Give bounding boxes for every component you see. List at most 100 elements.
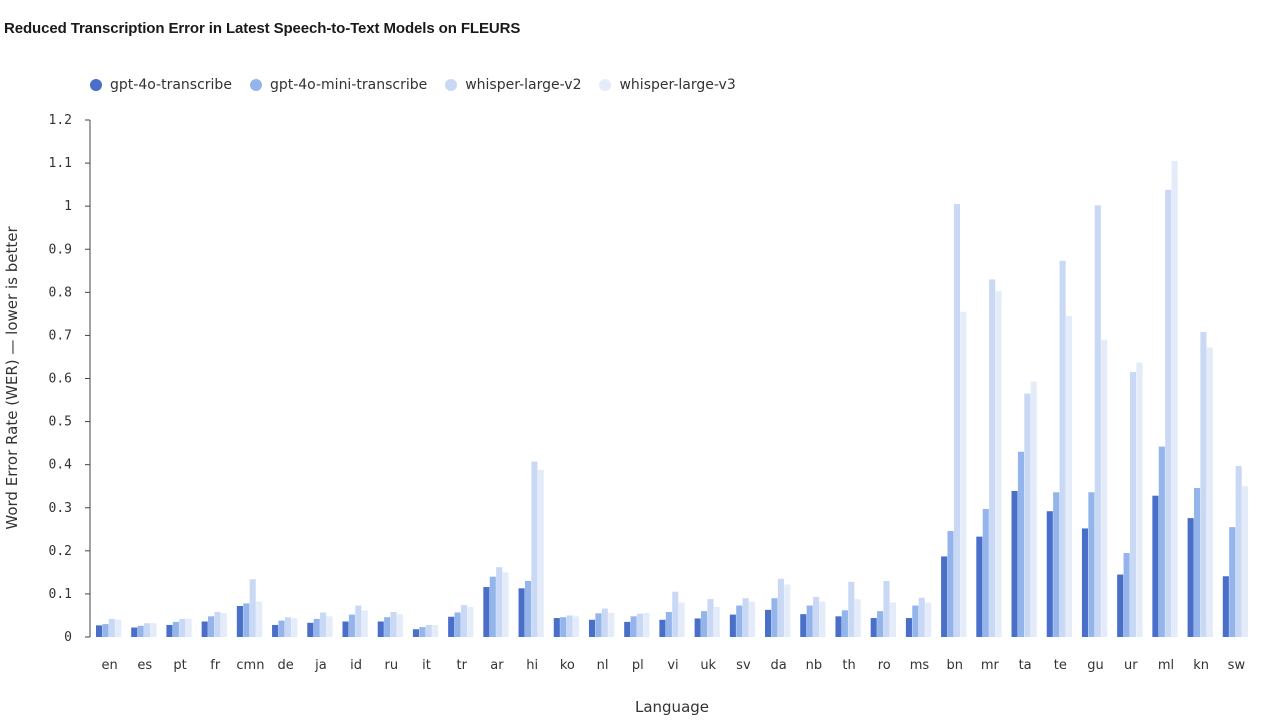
bar-tr-gpt-4o-transcribe xyxy=(448,616,455,637)
y-tick-label: 0.9 xyxy=(49,242,72,257)
bar-th-gpt-4o-mini-transcribe xyxy=(841,610,848,637)
bar-th-gpt-4o-transcribe xyxy=(835,616,842,637)
y-tick-label: 0.4 xyxy=(49,458,73,473)
bar-sv-whisper-large-v2 xyxy=(742,598,749,637)
bar-de-whisper-large-v2 xyxy=(284,617,291,637)
legend-label: gpt-4o-mini-transcribe xyxy=(269,77,428,93)
bar-uk-gpt-4o-transcribe xyxy=(694,618,701,637)
bar-ru-gpt-4o-mini-transcribe xyxy=(384,617,391,637)
x-tick-label: ro xyxy=(878,658,891,673)
bar-ms-gpt-4o-mini-transcribe xyxy=(912,605,919,637)
bar-es-whisper-large-v3 xyxy=(150,623,157,637)
y-tick-label: 1.2 xyxy=(49,113,72,128)
bar-tr-whisper-large-v3 xyxy=(467,606,474,637)
x-axis-label: Language xyxy=(635,698,709,716)
bar-bn-gpt-4o-mini-transcribe xyxy=(947,531,954,637)
bar-ar-gpt-4o-transcribe xyxy=(483,587,490,637)
bar-cmn-whisper-large-v3 xyxy=(256,601,263,637)
bar-it-gpt-4o-transcribe xyxy=(412,629,420,637)
x-tick-label: ur xyxy=(1124,658,1138,673)
bar-pt-gpt-4o-mini-transcribe xyxy=(172,621,179,637)
y-tick-label: 0.8 xyxy=(49,285,72,300)
x-tick-label: hi xyxy=(526,658,538,673)
bar-ta-gpt-4o-mini-transcribe xyxy=(1017,451,1025,637)
bar-cmn-gpt-4o-mini-transcribe xyxy=(243,603,250,637)
bar-pt-whisper-large-v3 xyxy=(185,618,192,637)
x-tick-label: es xyxy=(137,658,152,673)
bar-ru-whisper-large-v3 xyxy=(396,614,403,637)
bar-hi-gpt-4o-transcribe xyxy=(518,588,525,637)
x-tick-label: pl xyxy=(632,658,644,673)
x-tick-label: en xyxy=(101,658,117,673)
bar-en-gpt-4o-mini-transcribe xyxy=(102,624,109,637)
bar-it-gpt-4o-mini-transcribe xyxy=(419,627,426,637)
x-tick-label: id xyxy=(350,658,362,673)
bar-it-whisper-large-v2 xyxy=(425,624,432,637)
bar-sw-gpt-4o-mini-transcribe xyxy=(1229,527,1236,637)
x-tick-label: nl xyxy=(597,658,609,673)
y-tick-label: 1.1 xyxy=(49,156,72,171)
legend-dot-icon xyxy=(90,79,102,91)
bar-nb-gpt-4o-mini-transcribe xyxy=(806,605,813,637)
y-tick-label: 0.2 xyxy=(49,544,72,559)
bar-bn-whisper-large-v3 xyxy=(960,311,967,637)
bar-ru-whisper-large-v2 xyxy=(390,612,397,637)
bar-nb-gpt-4o-transcribe xyxy=(800,614,807,637)
x-tick-label: cmn xyxy=(236,658,264,673)
bar-sw-whisper-large-v3 xyxy=(1241,486,1249,637)
bar-ja-gpt-4o-mini-transcribe xyxy=(313,618,320,637)
bar-ro-gpt-4o-mini-transcribe xyxy=(877,611,884,637)
bar-mr-whisper-large-v3 xyxy=(995,291,1002,637)
bar-nb-whisper-large-v3 xyxy=(819,601,826,637)
bar-kn-whisper-large-v2 xyxy=(1200,331,1207,637)
bar-fr-gpt-4o-mini-transcribe xyxy=(208,616,215,637)
bar-ja-whisper-large-v2 xyxy=(320,612,327,637)
y-tick-label: 0 xyxy=(64,630,72,645)
bar-hi-gpt-4o-mini-transcribe xyxy=(524,580,532,637)
legend-item-gpt-4o-transcribe: gpt-4o-transcribe xyxy=(90,77,232,93)
bar-ur-gpt-4o-transcribe xyxy=(1117,574,1124,637)
bar-nb-whisper-large-v2 xyxy=(813,596,820,637)
x-tick-label: ml xyxy=(1158,658,1174,673)
y-tick-label: 0.1 xyxy=(49,587,72,602)
x-tick-label: it xyxy=(422,658,431,673)
y-tick-label: 0.5 xyxy=(49,415,72,430)
bar-ta-gpt-4o-transcribe xyxy=(1011,490,1018,637)
x-tick-label: gu xyxy=(1087,658,1104,673)
bar-ms-gpt-4o-transcribe xyxy=(905,618,912,637)
legend-label: whisper-large-v2 xyxy=(465,77,582,93)
bar-pl-gpt-4o-transcribe xyxy=(624,621,631,637)
bar-hi-whisper-large-v3 xyxy=(537,469,544,637)
bar-vi-whisper-large-v3 xyxy=(678,602,685,637)
bar-ta-whisper-large-v3 xyxy=(1030,381,1037,637)
bar-bn-whisper-large-v2 xyxy=(953,204,960,637)
bar-fr-gpt-4o-transcribe xyxy=(201,621,208,637)
bar-ml-whisper-large-v3 xyxy=(1171,160,1178,637)
legend-label: whisper-large-v3 xyxy=(619,77,736,93)
bar-ko-gpt-4o-transcribe xyxy=(553,618,560,637)
bar-kn-whisper-large-v3 xyxy=(1206,347,1213,637)
legend-item-whisper-large-v3: whisper-large-v3 xyxy=(599,77,736,93)
bar-id-gpt-4o-transcribe xyxy=(342,621,349,637)
bar-th-whisper-large-v2 xyxy=(848,581,855,637)
x-tick-label: ar xyxy=(490,658,504,673)
x-tick-label: te xyxy=(1054,658,1067,673)
x-tick-label: bn xyxy=(946,658,963,673)
x-tick-label: ko xyxy=(560,658,575,673)
bar-en-whisper-large-v3 xyxy=(115,619,122,637)
y-tick-label: 0.7 xyxy=(49,328,72,343)
bar-gu-whisper-large-v3 xyxy=(1101,339,1108,637)
x-tick-label: da xyxy=(771,658,787,673)
bar-de-gpt-4o-mini-transcribe xyxy=(278,620,285,637)
bar-ar-gpt-4o-mini-transcribe xyxy=(489,576,496,637)
x-tick-label: tr xyxy=(457,658,468,673)
bar-mr-whisper-large-v2 xyxy=(989,279,996,637)
bar-es-whisper-large-v2 xyxy=(144,623,151,637)
bars xyxy=(96,160,1249,638)
bar-vi-gpt-4o-mini-transcribe xyxy=(665,612,672,637)
bar-sw-gpt-4o-transcribe xyxy=(1222,576,1229,637)
bar-id-whisper-large-v2 xyxy=(355,605,362,637)
bar-uk-gpt-4o-mini-transcribe xyxy=(701,611,708,637)
bar-ja-gpt-4o-transcribe xyxy=(307,622,314,637)
